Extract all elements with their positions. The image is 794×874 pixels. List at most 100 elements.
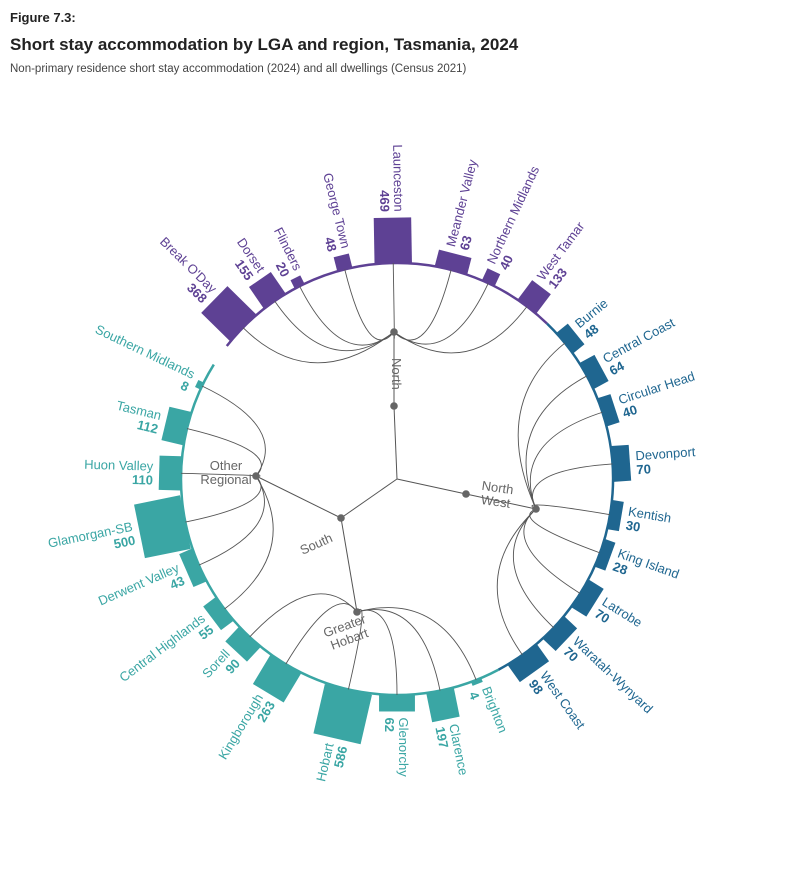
link-tasman	[186, 428, 262, 477]
bar-launceston	[373, 217, 412, 264]
bar-west-tamar	[517, 280, 551, 314]
ring-arc-2	[179, 363, 499, 697]
link-glenorchy	[356, 609, 398, 696]
bar-kentish	[607, 500, 624, 532]
chart-title: Short stay accommodation by LGA and regi…	[10, 35, 519, 54]
link-west-coast	[496, 508, 537, 656]
link-central-highlands	[224, 475, 274, 610]
bar-break-o-day	[201, 286, 257, 341]
bar-meander-valley	[434, 249, 472, 275]
chart-subtitle: Non-primary residence short stay accommo…	[10, 63, 467, 75]
bar-tasman	[161, 406, 191, 446]
bar-huon-valley	[158, 455, 182, 491]
node-label-otherregional: Other	[210, 458, 243, 473]
label-southern-midlands: Southern Midlands	[93, 322, 198, 382]
bar-brighton	[471, 677, 483, 686]
bar-glamorgan-sb	[134, 495, 191, 559]
label-brighton: Brighton	[479, 684, 511, 735]
bar-king-island	[594, 538, 616, 571]
bar-glenorchy	[379, 695, 415, 712]
label-waratah-wynyard: Waratah-Wynyard	[570, 634, 656, 717]
trunk-link	[340, 517, 358, 613]
bar-hobart	[313, 684, 372, 745]
label-central-highlands: Central Highlands	[116, 610, 208, 684]
label-circular-head: Circular Head	[616, 368, 696, 407]
bar-george-town	[333, 253, 353, 272]
value-hobart: 586	[331, 745, 350, 770]
label-huon-valley: Huon Valley	[84, 457, 154, 474]
trunk-link	[396, 478, 467, 495]
link-derwent-valley	[198, 475, 265, 566]
node-northwest-mid	[462, 490, 470, 498]
link-flinders	[299, 285, 395, 346]
link-dorset	[274, 300, 395, 352]
bar-circular-head	[597, 394, 620, 427]
node-otherregional	[252, 472, 260, 480]
value-northern-midlands: 40	[496, 253, 516, 272]
value-tasman: 112	[136, 417, 160, 436]
label-northern-midlands: Northern Midlands	[484, 163, 543, 266]
node-label-northwest: West	[480, 492, 512, 511]
value-flinders: 20	[273, 260, 293, 280]
link-circular-head	[529, 411, 603, 510]
link-george-town	[344, 269, 395, 341]
label-launceston: Launceston	[390, 144, 406, 211]
node-label-otherregional: Regional	[200, 472, 251, 487]
node-label-northwest: North	[481, 478, 515, 497]
bar-sorell	[225, 626, 261, 662]
value-west-coast: 98	[526, 677, 547, 697]
label-kingborough: Kingborough	[215, 691, 266, 762]
value-huon-valley: 110	[132, 472, 153, 488]
ring-arc-1	[497, 322, 615, 671]
link-meander-valley	[393, 269, 452, 341]
link-waratah-wynyard	[513, 508, 554, 629]
value-glenorchy: 62	[382, 717, 397, 731]
node-greaterhobart	[353, 608, 361, 616]
node-north	[390, 328, 398, 336]
ring-arc-0	[225, 261, 548, 347]
trunk-link	[255, 475, 342, 519]
label-central-coast: Central Coast	[600, 315, 677, 366]
label-derwent-valley: Derwent Valley	[96, 560, 182, 608]
link-latrobe	[523, 508, 581, 594]
value-george-town: 48	[322, 235, 340, 253]
value-brighton: 4	[466, 689, 483, 702]
label-glenorchy: Glenorchy	[396, 717, 411, 777]
label-devonport: Devonport	[635, 444, 696, 463]
bar-latrobe	[571, 579, 604, 617]
bar-central-highlands	[203, 597, 234, 631]
link-southern-midlands	[201, 385, 266, 477]
bar-central-coast	[579, 354, 609, 389]
node-label-south: South	[298, 530, 335, 558]
link-launceston	[392, 263, 395, 339]
bar-northern-midlands	[481, 268, 501, 287]
link-northern-midlands	[393, 283, 489, 345]
value-launceston: 469	[377, 190, 392, 212]
value-glamorgan-sb: 500	[112, 533, 136, 552]
link-kentish	[531, 504, 611, 516]
bar-devonport	[611, 444, 632, 482]
link-west-tamar	[393, 306, 528, 354]
label-west-coast: West Coast	[537, 668, 588, 732]
links-layer	[179, 261, 615, 697]
value-king-island: 28	[611, 559, 630, 578]
bar-kingborough	[252, 654, 302, 703]
link-clarence	[356, 609, 441, 691]
value-kentish: 30	[625, 518, 642, 535]
link-king-island	[529, 508, 601, 554]
figure-label: Figure 7.3:	[10, 10, 76, 25]
label-clarence: Clarence	[446, 723, 471, 777]
link-devonport	[531, 463, 613, 510]
value-circular-head: 40	[621, 402, 639, 421]
bar-southern-midlands	[195, 379, 204, 390]
node-northwest	[532, 505, 540, 513]
bar-dorset	[248, 272, 286, 309]
value-devonport: 70	[636, 461, 651, 477]
node-north-mid	[390, 402, 398, 410]
value-central-highlands: 55	[196, 622, 217, 643]
link-burnie	[517, 342, 566, 510]
bar-derwent-valley	[179, 548, 207, 588]
value-clarence: 197	[432, 725, 451, 749]
